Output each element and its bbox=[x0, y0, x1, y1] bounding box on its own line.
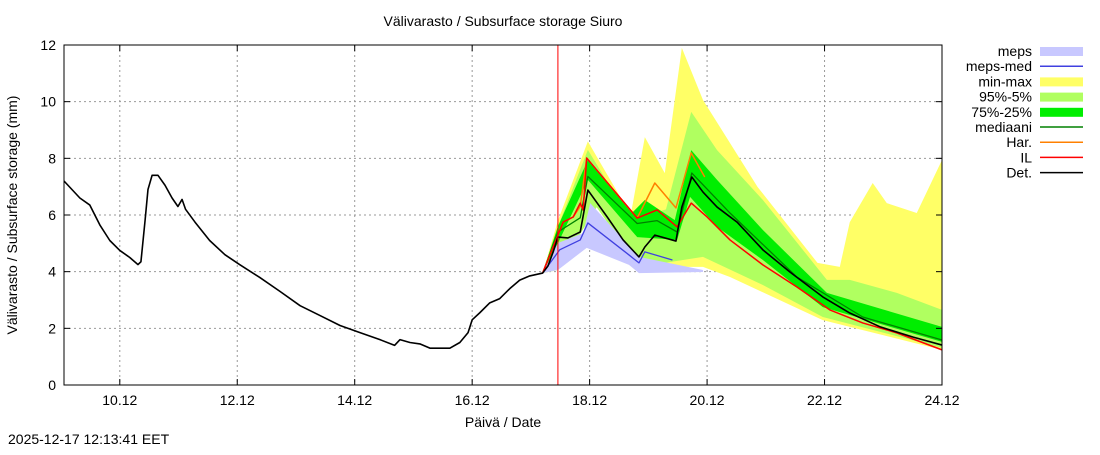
chart-title: Välivarasto / Subsurface storage Siuro bbox=[384, 13, 623, 29]
y-tick-label: 8 bbox=[48, 150, 56, 166]
legend-label: IL bbox=[1020, 149, 1032, 165]
legend-swatch bbox=[1040, 47, 1083, 56]
series-lines bbox=[63, 152, 943, 351]
legend-label: meps-med bbox=[966, 58, 1032, 74]
line-mediaani bbox=[542, 172, 943, 341]
timestamp: 2025-12-17 12:13:41 EET bbox=[8, 431, 170, 447]
legend-label: 75%-25% bbox=[971, 104, 1032, 120]
x-tick-label: 20.12 bbox=[690, 392, 725, 408]
legend-swatch bbox=[1040, 92, 1083, 102]
line-det- bbox=[63, 174, 943, 349]
y-tick-label: 2 bbox=[48, 320, 56, 336]
y-tick-label: 10 bbox=[40, 94, 56, 110]
legend-label: Har. bbox=[1006, 134, 1032, 150]
x-axis-label: Päivä / Date bbox=[465, 414, 541, 430]
x-tick-label: 24.12 bbox=[924, 392, 959, 408]
x-tick-label: 12.12 bbox=[220, 392, 255, 408]
legend-label: 95%-5% bbox=[979, 89, 1032, 105]
x-tick-label: 14.12 bbox=[337, 392, 372, 408]
legend-swatch bbox=[1040, 107, 1083, 117]
y-tick-label: 0 bbox=[48, 377, 56, 393]
line-meps-med bbox=[542, 222, 673, 274]
bands bbox=[542, 47, 942, 350]
x-tick-label: 18.12 bbox=[572, 392, 607, 408]
legend-swatch bbox=[1040, 77, 1083, 87]
y-tick-label: 6 bbox=[48, 207, 56, 223]
legend-label: mediaani bbox=[975, 119, 1032, 135]
legend-label: min-max bbox=[978, 73, 1032, 89]
y-tick-label: 12 bbox=[40, 37, 56, 53]
grid bbox=[64, 45, 942, 385]
x-tick-label: 10.12 bbox=[102, 392, 137, 408]
y-tick-label: 4 bbox=[48, 264, 56, 280]
band-meps bbox=[542, 203, 703, 274]
x-tick-label: 16.12 bbox=[455, 392, 490, 408]
legend-label: meps bbox=[998, 43, 1032, 59]
y-axis-label: Välivarasto / Subsurface storage (mm) bbox=[4, 96, 20, 335]
legend: mepsmeps-medmin-max95%-5%75%-25%mediaani… bbox=[966, 43, 1083, 181]
legend-label: Det. bbox=[1006, 165, 1032, 181]
plot-frame bbox=[63, 44, 943, 386]
band-75-25- bbox=[542, 150, 942, 342]
x-tick-label: 22.12 bbox=[807, 392, 842, 408]
line-il bbox=[541, 157, 943, 351]
axes: 10.12 12.12 14.12 16.12 18.12 20.12 22.12 24.12… bbox=[40, 37, 959, 408]
